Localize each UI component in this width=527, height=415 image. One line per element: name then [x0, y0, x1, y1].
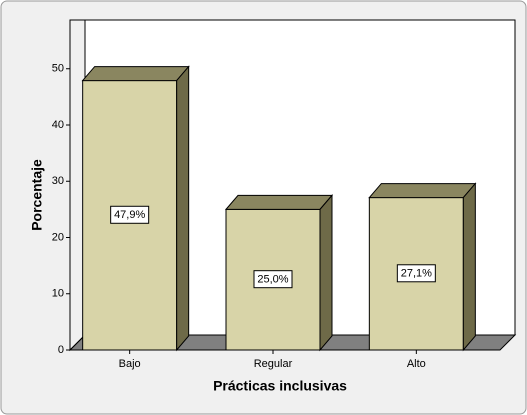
- x-tick-label: Bajo: [119, 358, 141, 370]
- y-tick-label: 50: [52, 63, 64, 75]
- value-label-box: [253, 270, 293, 289]
- value-label-box: [110, 205, 150, 224]
- y-tick-label: 10: [52, 288, 64, 300]
- x-tick-label: Regular: [254, 358, 293, 370]
- bar-top: [368, 183, 477, 199]
- y-tick-label: 20: [52, 231, 64, 243]
- y-tick-label: 0: [58, 344, 64, 356]
- y-axis-title: Porcentaje: [29, 159, 45, 231]
- x-tick-label: Alto: [407, 358, 426, 370]
- x-axis-title: Prácticas inclusivas: [213, 378, 347, 394]
- value-label: 25,0%: [257, 274, 288, 286]
- bar-side: [176, 65, 190, 352]
- value-label: 47,9%: [114, 209, 145, 221]
- bar-top: [224, 194, 334, 210]
- value-label-box: [396, 264, 436, 283]
- value-label: 27,1%: [401, 268, 432, 280]
- y-tick-label: 40: [52, 119, 64, 131]
- bar-top: [81, 66, 190, 82]
- y-tick-label: 30: [52, 175, 64, 187]
- bar-side: [319, 194, 333, 352]
- bar-side: [462, 182, 476, 352]
